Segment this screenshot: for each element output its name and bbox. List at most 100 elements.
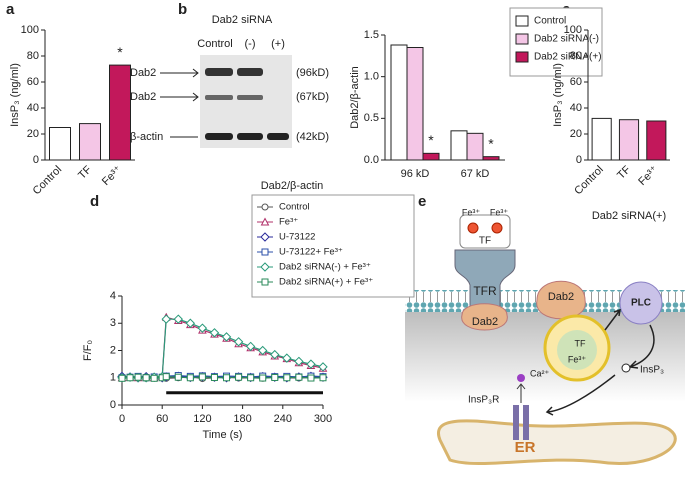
marker xyxy=(210,373,218,381)
y-tick-label: 4 xyxy=(110,290,116,302)
band xyxy=(205,95,233,100)
marker xyxy=(261,248,269,256)
arrow xyxy=(545,374,616,416)
legend-label: Fe³⁺ xyxy=(279,217,298,228)
insp3-label: InsP₃ xyxy=(640,365,664,376)
line xyxy=(121,316,324,379)
marker xyxy=(260,262,270,272)
x-tick-label: 67 kD xyxy=(461,168,490,180)
annotation: * xyxy=(488,135,494,151)
panel-label: e xyxy=(418,193,426,210)
x-tick-label: Fe³⁺ xyxy=(100,164,124,188)
fe-label: Fe³⁺ xyxy=(490,207,509,217)
bar xyxy=(646,120,667,161)
band xyxy=(237,133,263,140)
y-tick-label: 80 xyxy=(570,50,582,62)
diagram: ER TFR Fe³⁺ Fe³⁺ TF Dab2 Dab2 TF Fe³⁺ PL… xyxy=(405,207,685,466)
dab2 xyxy=(461,303,508,331)
lane-label: (+) xyxy=(271,38,285,50)
marker xyxy=(257,345,268,356)
y-tick-label: 100 xyxy=(21,24,39,36)
x-tick-label: 240 xyxy=(274,413,292,425)
arrow xyxy=(516,383,526,403)
marker xyxy=(173,314,183,324)
legend-label: Control xyxy=(279,202,310,213)
x-axis-label: Dab2 siRNA(+) xyxy=(592,210,666,222)
endosome-core xyxy=(557,330,597,370)
arrow xyxy=(604,308,655,369)
x-tick-label: 120 xyxy=(193,413,211,425)
band-label: Dab2 xyxy=(130,67,156,79)
iron xyxy=(491,222,503,234)
annotation: * xyxy=(428,132,434,148)
bar xyxy=(450,130,468,161)
marker xyxy=(319,374,327,382)
marker xyxy=(209,328,220,338)
bar xyxy=(482,156,500,161)
marker xyxy=(161,314,171,324)
insp3r xyxy=(523,405,529,440)
marker xyxy=(162,373,170,381)
band xyxy=(205,133,233,140)
marker xyxy=(247,374,255,382)
marker xyxy=(306,359,316,369)
marker xyxy=(233,337,244,347)
y-tick-label: 1.5 xyxy=(364,29,379,41)
marker xyxy=(185,318,196,328)
band xyxy=(237,68,263,76)
x-tick-label: TF xyxy=(76,164,94,182)
fe-label: Fe³⁺ xyxy=(568,354,587,364)
x-tick-label: 96 kD xyxy=(401,168,430,180)
tf-label: TF xyxy=(575,338,586,348)
band xyxy=(237,95,263,100)
fe-label: Fe³⁺ xyxy=(462,207,481,217)
band-label: β-actin xyxy=(130,131,163,143)
panel-label: d xyxy=(90,193,99,210)
marker xyxy=(126,374,134,382)
legend-label: Dab2 siRNA(-) xyxy=(534,34,599,45)
size-label: (42kD) xyxy=(296,131,329,143)
bar xyxy=(390,44,408,161)
y-axis-label: Dab2/β-actin xyxy=(349,66,361,129)
y-tick-label: 3 xyxy=(110,317,116,329)
marker xyxy=(259,374,267,382)
charts: 0 20 40 60 80 100 InsP₃ (ng/ml) Control TF Fe³⁺ * 0… xyxy=(9,7,670,441)
band-label: Dab2 xyxy=(130,91,156,103)
dab2-label: Dab2 xyxy=(548,291,574,303)
legend-label: U-73122 xyxy=(279,232,315,243)
y-tick-label: 1 xyxy=(110,372,116,384)
marker xyxy=(260,217,270,226)
panel-label: a xyxy=(6,1,15,18)
marker xyxy=(198,373,206,381)
lane-label: Control xyxy=(197,38,232,50)
arrows xyxy=(160,68,199,138)
insp3 xyxy=(621,363,631,373)
legend-swatch xyxy=(515,15,529,27)
legend-label: Dab2 siRNA(-) + Fe³⁺ xyxy=(279,262,371,273)
tf-label: TF xyxy=(479,236,491,247)
y-tick-label: 0.0 xyxy=(364,154,379,166)
legend-label: Dab2 siRNA(+) xyxy=(534,52,602,63)
marker xyxy=(271,373,279,381)
marker xyxy=(261,278,269,286)
y-tick-label: 40 xyxy=(570,102,582,114)
lane-label: (-) xyxy=(245,38,256,50)
size-label: (67kD) xyxy=(296,91,329,103)
line xyxy=(121,318,324,379)
y-tick-label: 60 xyxy=(570,76,582,88)
annotation: * xyxy=(117,44,123,60)
blot-caption: Dab2/β-actin xyxy=(261,180,324,192)
marker xyxy=(261,203,269,211)
x-tick-label: 0 xyxy=(119,413,125,425)
marker xyxy=(235,373,243,381)
y-axis-label: InsP₃ (ng/ml) xyxy=(9,63,21,127)
x-tick-label: Control xyxy=(31,164,65,198)
legend-box xyxy=(251,194,415,298)
y-tick-label: 20 xyxy=(27,128,39,140)
y-tick-label: 20 xyxy=(570,128,582,140)
marker xyxy=(174,373,182,381)
legend-label: Dab2 siRNA(+) + Fe³⁺ xyxy=(279,277,373,288)
y-tick-label: 40 xyxy=(27,102,39,114)
bar xyxy=(109,64,131,161)
